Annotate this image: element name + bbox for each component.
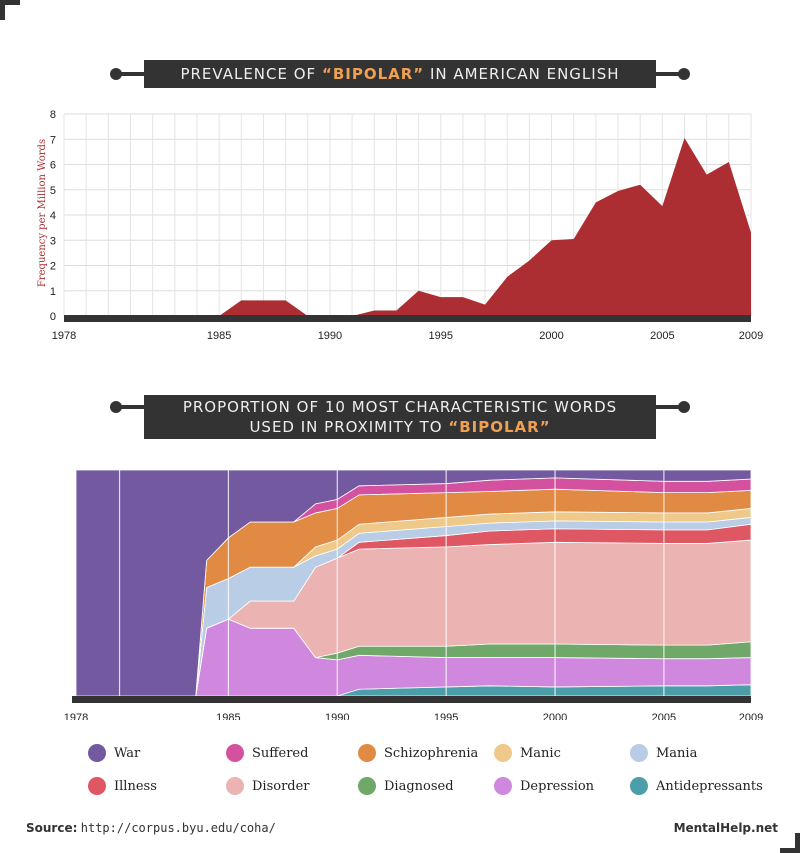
bipolar-frequency-chart: 0 1 2 3 4 5 6 7 8 1978 1985 1990 1995 2000 2005 2009 F… [37,109,763,342]
chart1-y-axis-label: Frequency per Million Words [37,139,48,287]
chart1-x-tick-label: 2000 [539,330,563,342]
chart2-x-tick-label: 1990 [325,712,349,720]
chart1-y-tick-label: 4 [50,210,56,222]
legend-label: Antidepressants [656,778,763,794]
legend-swatch [226,777,244,795]
chart1-y-tick-label: 2 [50,261,56,273]
chart2-title-line2: USED IN PROXIMITY TO “BIPOLAR” [144,417,656,437]
source-url[interactable]: http://corpus.byu.edu/coha/ [80,821,276,835]
legend-swatch [358,744,376,762]
legend-item-depression: Depression [494,775,594,797]
legend-swatch [630,744,648,762]
chart2-x-tick-label: 1995 [434,712,458,720]
corner-decoration-top-left [0,0,20,5]
chart2-title-line2-highlight: “BIPOLAR” [448,418,551,436]
legend-label: Suffered [252,745,309,761]
legend-label: Mania [656,745,698,761]
chart1-x-tick-label: 1985 [207,330,231,342]
legend-label: Disorder [252,778,310,794]
legend-item-suffered: Suffered [226,742,308,764]
legend-item-disorder: Disorder [226,775,310,797]
chart1-y-tick-label: 3 [50,235,56,247]
chart2-x-tick-label: 1985 [216,712,240,720]
legend-swatch [88,777,106,795]
banner-right-dot [678,401,690,413]
legend-swatch [358,777,376,795]
chart1-y-tick-label: 7 [50,134,56,146]
banner-right-dot [678,68,690,80]
chart1-x-tick-label: 2009 [739,330,763,342]
chart2-title-line1: PROPORTION OF 10 MOST CHARACTERISTIC WOR… [182,398,618,416]
source-credit: Source: http://corpus.byu.edu/coha/ [26,821,276,835]
legend-item-mania: Mania [630,742,697,764]
source-label: Source: [26,821,78,835]
corner-decoration-bottom-right-vertical [795,833,800,853]
chart1-title-highlight: “BIPOLAR” [321,65,425,83]
legend-swatch [88,744,106,762]
chart1-y-tick-label: 1 [50,286,56,298]
legend-label: Illness [114,778,157,794]
legend-item-manic: Manic [494,742,561,764]
chart1-title: PREVALENCE OF “BIPOLAR” IN AMERICAN ENGL… [144,60,656,88]
banner-left-dot [110,68,122,80]
chart1-title-prefix: PREVALENCE OF [180,65,322,83]
chart2-x-tick-label: 2009 [739,712,763,720]
chart2-x-tick-label: 2005 [652,712,676,720]
legend-item-diagnosed: Diagnosed [358,775,454,797]
chart1-x-tick-label: 1978 [52,330,76,342]
legend-label: War [114,745,141,761]
legend-label: Schizophrenia [384,745,479,761]
legend-label: Depression [520,778,595,794]
legend-swatch [494,744,512,762]
chart2-title-banner: PROPORTION OF 10 MOST CHARACTERISTIC WOR… [110,395,690,439]
chart1-y-tick-label: 8 [50,109,56,121]
legend-label: Manic [520,745,561,761]
chart1-x-tick-label: 1995 [428,330,452,342]
banner-left-dot [110,401,122,413]
area-layer-war [75,469,752,697]
legend-item-schizophrenia: Schizophrenia [358,742,478,764]
chart1-y-tick-label: 6 [50,160,56,172]
legend-item-antidepressants: Antidepressants [630,775,763,797]
chart2-x-tick-label: 1978 [64,712,88,720]
word-proportion-chart: 1978 1985 1990 1995 2000 2005 2009 [64,469,763,720]
corner-decoration-bottom-right [780,848,800,853]
chart2-baseline-bar [72,696,751,703]
corner-decoration-top-left-vertical [0,0,5,20]
chart1-baseline-bar [64,315,751,322]
chart1-title-suffix: IN AMERICAN ENGLISH [424,65,620,83]
legend-item-illness: Illness [88,775,157,797]
legend-swatch [630,777,648,795]
legend-label: Diagnosed [384,778,454,794]
bipolar-frequency-area [64,137,751,316]
legend-swatch [494,777,512,795]
chart2-x-tick-label: 2000 [543,712,567,720]
chart1-title-banner: PREVALENCE OF “BIPOLAR” IN AMERICAN ENGL… [110,60,690,88]
legend-item-war: War [88,742,140,764]
legend-swatch [226,744,244,762]
chart2-title: PROPORTION OF 10 MOST CHARACTERISTIC WOR… [144,395,656,439]
chart1-y-tick-label: 0 [50,311,56,323]
chart1-x-tick-label: 2005 [650,330,674,342]
chart1-y-tick-label: 5 [50,185,56,197]
chart1-x-tick-label: 1990 [318,330,342,342]
brand-credit[interactable]: MentalHelp.net [674,821,778,835]
brand-name: MentalHelp.net [673,821,778,835]
chart2-title-line2-prefix: USED IN PROXIMITY TO [249,418,449,436]
